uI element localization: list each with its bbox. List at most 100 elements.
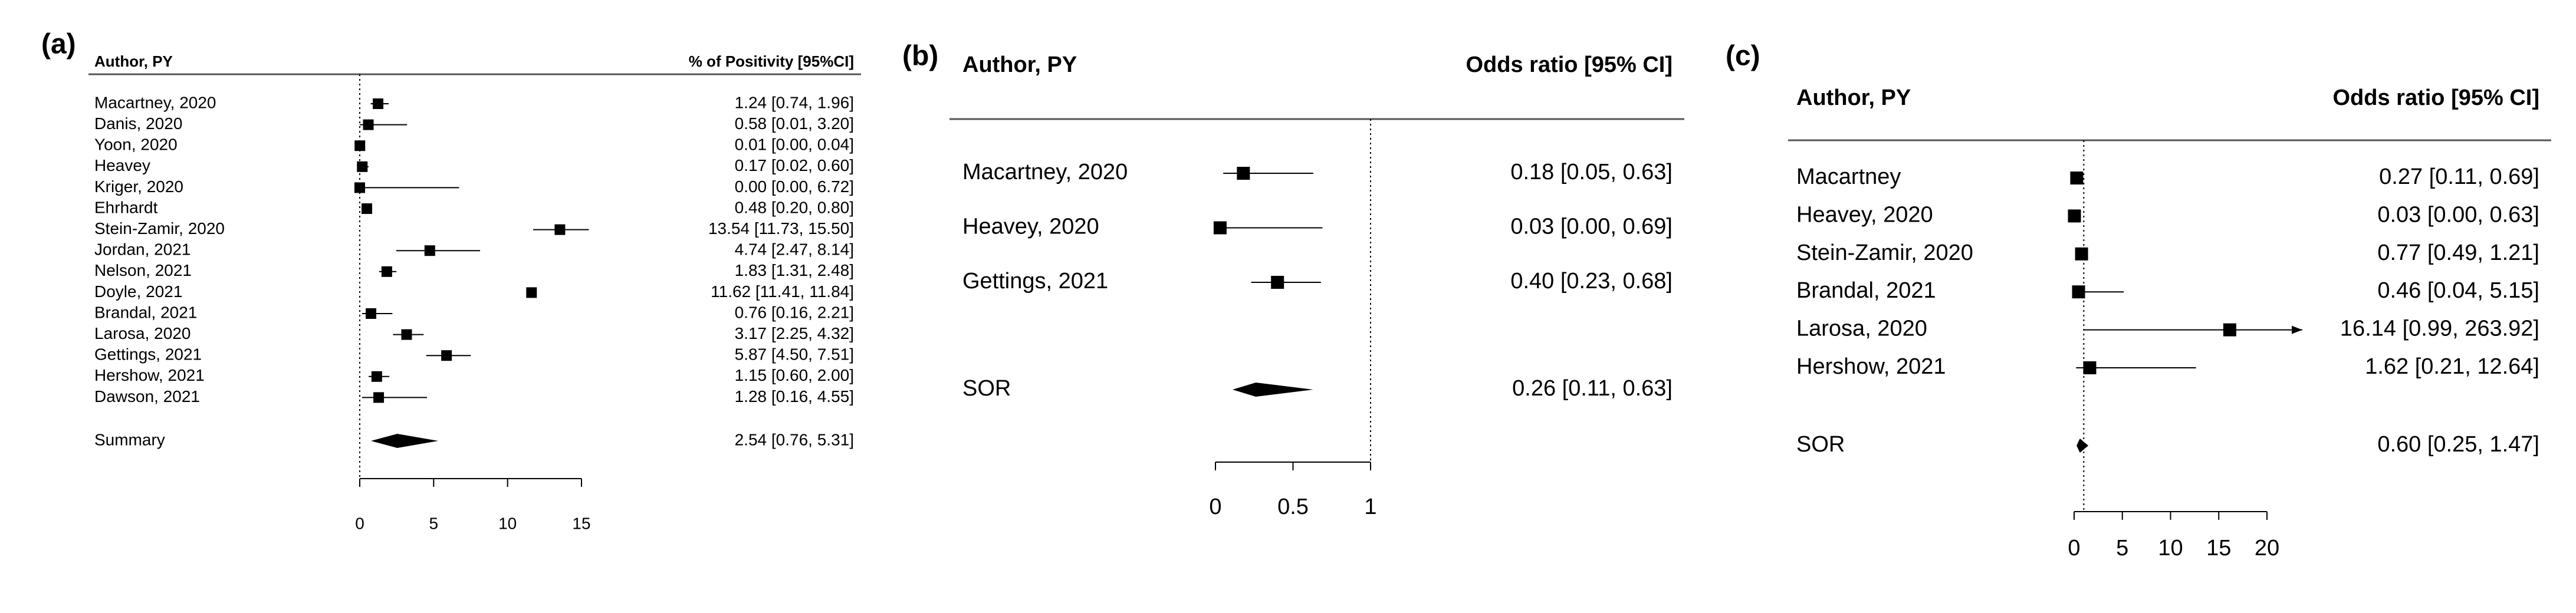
value-label: 11.62 [11.41, 11.84]: [711, 282, 854, 301]
study-name: Ehrhardt: [94, 198, 158, 216]
value-label: 5.87 [4.50, 7.51]: [735, 345, 854, 364]
x-tick-label: 15: [2206, 536, 2231, 561]
point-estimate: [2068, 209, 2081, 223]
x-tick-label: 10: [498, 514, 517, 532]
summary-name: SOR: [962, 376, 1011, 401]
point-estimate: [554, 224, 566, 235]
summary-name: SOR: [1796, 432, 1845, 457]
column-header: Author, PY: [962, 52, 1077, 77]
study-name: Brandal, 2021: [94, 303, 197, 321]
column-header: Author, PY: [1796, 85, 1911, 110]
study-name: Macartney, 2020: [962, 160, 1128, 184]
summary-name: Summary: [94, 430, 165, 449]
point-estimate: [1213, 221, 1227, 235]
value-label: 0.48 [0.20, 0.80]: [735, 198, 854, 216]
value-label: 3.17 [2.25, 4.32]: [735, 324, 854, 342]
summary-label: 0.60 [0.25, 1.47]: [2377, 432, 2539, 457]
column-header: Odds ratio [95% CI]: [2333, 85, 2540, 110]
summary-label: 2.54 [0.76, 5.31]: [735, 430, 854, 449]
x-tick-label: 0: [355, 514, 364, 532]
column-header: % of Positivity [95%CI]: [689, 52, 854, 70]
point-estimate: [441, 350, 452, 361]
study-name: Brandal, 2021: [1796, 278, 1936, 303]
panel-label: (b): [902, 41, 938, 72]
point-estimate: [371, 371, 382, 382]
point-estimate: [366, 308, 377, 319]
study-name: Larosa, 2020: [94, 324, 190, 342]
study-name: Gettings, 2021: [962, 269, 1108, 294]
value-label: 1.15 [0.60, 2.00]: [735, 366, 854, 384]
point-estimate: [373, 98, 384, 109]
value-label: 0.03 [0.00, 0.69]: [1510, 215, 1673, 239]
point-estimate: [424, 245, 435, 256]
summary-diamond: [371, 434, 439, 448]
point-estimate: [381, 266, 392, 277]
value-label: 0.27 [0.11, 0.69]: [2379, 164, 2539, 189]
study-name: Doyle, 2021: [94, 282, 182, 301]
summary-diamond: [2076, 439, 2089, 453]
study-name: Hershow, 2021: [1796, 354, 1946, 379]
value-label: 0.03 [0.00, 0.63]: [2377, 202, 2539, 227]
point-estimate: [357, 161, 368, 172]
value-label: 0.00 [0.00, 6.72]: [735, 177, 854, 196]
study-name: Hershow, 2021: [94, 366, 205, 384]
point-estimate: [401, 329, 412, 340]
summary-diamond: [1232, 383, 1313, 397]
study-name: Gettings, 2021: [94, 345, 202, 364]
value-label: 0.58 [0.01, 3.20]: [735, 114, 854, 133]
value-label: 0.17 [0.02, 0.60]: [735, 156, 854, 174]
column-header: Odds ratio [95% CI]: [1466, 52, 1673, 77]
point-estimate: [354, 140, 366, 151]
study-name: Yoon, 2020: [94, 136, 178, 154]
study-name: Macartney, 2020: [94, 93, 216, 111]
study-name: Jordan, 2021: [94, 240, 190, 259]
study-name: Macartney: [1796, 164, 1901, 189]
panel-label: (a): [41, 29, 76, 60]
x-tick-label: 0.5: [1277, 495, 1309, 519]
value-label: 0.18 [0.05, 0.63]: [1510, 160, 1673, 184]
point-estimate: [2223, 323, 2236, 337]
study-name: Danis, 2020: [94, 114, 182, 133]
point-estimate: [2072, 285, 2085, 299]
x-tick-label: 20: [2255, 536, 2279, 561]
value-label: 0.40 [0.23, 0.68]: [1510, 269, 1673, 294]
study-name: Nelson, 2021: [94, 261, 192, 279]
study-name: Stein-Zamir, 2020: [94, 219, 225, 238]
study-name: Heavey: [94, 156, 150, 174]
value-label: 1.24 [0.74, 1.96]: [735, 93, 854, 111]
point-estimate: [354, 182, 365, 193]
summary-label: 0.26 [0.11, 0.63]: [1512, 376, 1673, 401]
value-label: 1.62 [0.21, 12.64]: [2365, 354, 2539, 379]
point-estimate: [373, 392, 385, 403]
x-tick-label: 10: [2158, 536, 2183, 561]
value-label: 13.54 [11.73, 15.50]: [708, 219, 854, 238]
x-tick-label: 5: [2116, 536, 2128, 561]
point-estimate: [362, 203, 373, 214]
x-tick-label: 0: [1209, 495, 1221, 519]
point-estimate: [1271, 276, 1284, 289]
value-label: 0.76 [0.16, 2.21]: [735, 303, 854, 321]
x-tick-label: 0: [2068, 536, 2080, 561]
point-estimate: [2083, 361, 2097, 374]
x-tick-label: 5: [429, 514, 439, 532]
study-name: Stein-Zamir, 2020: [1796, 240, 1973, 265]
value-label: 0.77 [0.49, 1.21]: [2377, 240, 2539, 265]
point-estimate: [2070, 172, 2084, 184]
study-name: Larosa, 2020: [1796, 317, 1927, 341]
study-name: Kriger, 2020: [94, 177, 183, 196]
point-estimate: [2075, 247, 2088, 261]
x-tick-label: 15: [572, 514, 590, 532]
study-name: Dawson, 2021: [94, 387, 200, 406]
column-header: Author, PY: [94, 52, 173, 70]
panel-label: (c): [1726, 41, 1760, 72]
point-estimate: [1237, 167, 1250, 180]
value-label: 0.46 [0.04, 5.15]: [2377, 278, 2539, 303]
value-label: 0.01 [0.00, 0.04]: [735, 136, 854, 154]
x-tick-label: 1: [1364, 495, 1376, 519]
point-estimate: [526, 287, 537, 298]
study-name: Heavey, 2020: [962, 215, 1099, 239]
value-label: 1.83 [1.31, 2.48]: [735, 261, 854, 279]
value-label: 1.28 [0.16, 4.55]: [735, 387, 854, 406]
